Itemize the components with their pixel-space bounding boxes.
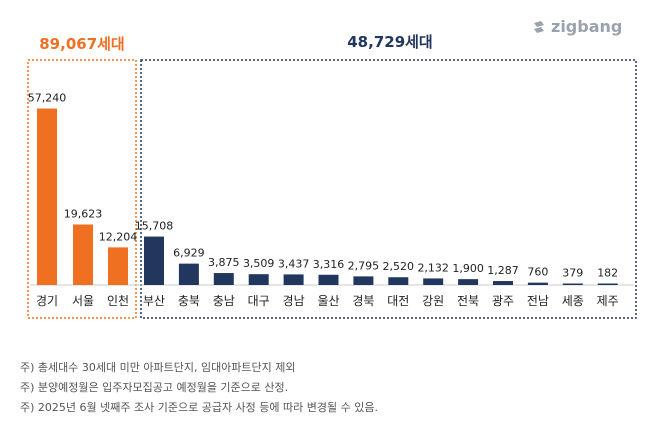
category-label: 광주 <box>492 294 514 308</box>
value-label: 57,240 <box>28 92 67 105</box>
value-label: 3,875 <box>208 256 240 269</box>
category-label: 충북 <box>178 294 200 308</box>
bar-경북 <box>353 276 374 285</box>
bar-서울 <box>73 224 93 285</box>
regional-group-total: 48,729세대 <box>347 33 432 51</box>
category-label: 인천 <box>107 293 129 308</box>
category-label: 울산 <box>317 294 339 308</box>
bar-광주 <box>493 281 513 285</box>
bar-충남 <box>213 273 234 285</box>
value-label: 3,316 <box>313 258 345 271</box>
category-label: 대구 <box>248 294 270 308</box>
bar-인천 <box>108 247 128 285</box>
value-label: 379 <box>562 267 583 280</box>
zigbang-logo-text: zigbang <box>551 17 623 36</box>
value-label: 15,708 <box>135 220 174 233</box>
bar-충북 <box>178 263 199 285</box>
bar-경남 <box>283 274 304 285</box>
category-label: 대전 <box>387 294 409 308</box>
value-label: 2,132 <box>417 261 449 274</box>
bar-chart: 89,067세대 48,729세대 57,240 경기 19,623 서울 12,204… <box>27 33 637 319</box>
value-label: 2,520 <box>383 260 415 273</box>
value-label: 3,509 <box>243 257 275 270</box>
value-label: 1,287 <box>487 264 519 277</box>
category-label: 충남 <box>213 294 235 308</box>
capital-group-total: 89,067세대 <box>39 35 124 53</box>
capital-group-box <box>27 59 137 319</box>
bar-제주 <box>597 283 618 285</box>
bar-울산 <box>318 274 339 285</box>
bar-세종 <box>562 283 583 285</box>
bar-대전 <box>388 277 409 285</box>
regional-group-box <box>140 59 637 319</box>
category-label: 제주 <box>597 294 619 308</box>
zigbang-logo: zigbang <box>531 17 622 36</box>
footnote: 주) 분양예정월은 입주자모집공고 예정월을 기준으로 산정. <box>20 381 289 394</box>
value-label: 19,623 <box>64 207 103 220</box>
category-label: 서울 <box>72 294 94 308</box>
footnote: 주) 총세대수 30세대 미만 아파트단지, 임대아파트단지 제외 <box>20 361 296 374</box>
category-label: 전북 <box>457 294 479 308</box>
bar-강원 <box>423 278 444 285</box>
footnotes: 주) 총세대수 30세대 미만 아파트단지, 임대아파트단지 제외 주) 분양예… <box>20 358 640 418</box>
bar-전남 <box>527 282 548 285</box>
category-label: 강원 <box>422 294 444 308</box>
value-label: 3,437 <box>278 257 310 270</box>
category-label: 경기 <box>36 294 58 308</box>
bar-부산 <box>144 236 164 285</box>
bar-대구 <box>248 274 269 285</box>
bar-전북 <box>458 279 479 285</box>
value-label: 6,929 <box>173 247 205 260</box>
category-label: 부산 <box>143 294 165 308</box>
chart-panel <box>14 8 642 343</box>
value-label: 1,900 <box>452 262 484 275</box>
category-label: 전남 <box>527 294 549 308</box>
category-label: 경남 <box>283 294 305 308</box>
value-label: 760 <box>527 266 548 279</box>
value-label: 12,204 <box>99 230 138 243</box>
zigbang-logo-icon <box>534 20 544 33</box>
bar-경기 <box>37 108 57 285</box>
value-label: 2,795 <box>348 259 380 272</box>
category-label: 경북 <box>352 294 374 308</box>
category-label: 세종 <box>562 294 584 308</box>
value-label: 182 <box>597 267 618 280</box>
footnote: 주) 2025년 6월 넷째주 조사 기준으로 공급자 사정 등에 따라 변경될… <box>20 401 378 414</box>
